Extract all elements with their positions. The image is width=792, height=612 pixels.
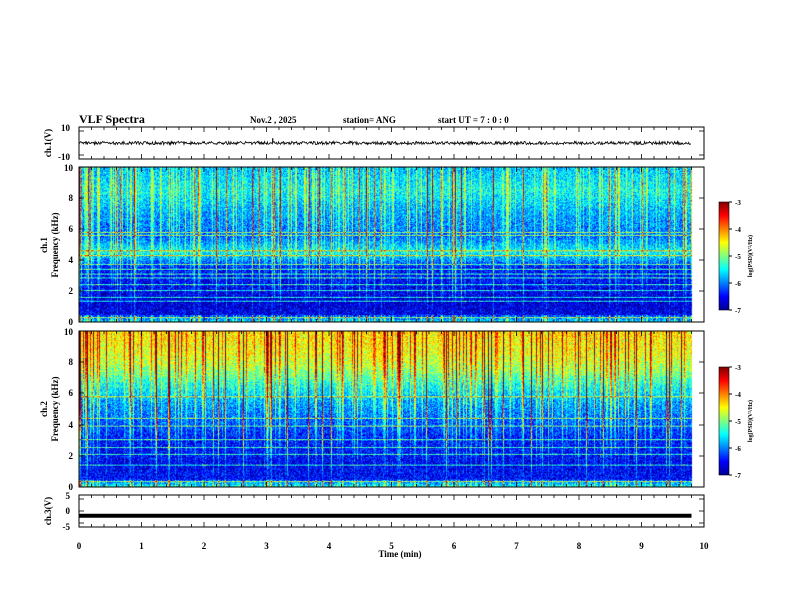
ch2-colorbar-label-m4: -4: [735, 391, 741, 399]
ch1-spectrogram-image: [79, 167, 704, 322]
ch2-colorbar-label-m5: -5: [735, 418, 741, 426]
figure-header: VLF Spectra Nov.2 , 2025 station= ANG st…: [79, 112, 509, 126]
x-axis-label: Time (min): [378, 549, 421, 559]
ch1-colorbar-label-m4: -4: [735, 226, 741, 234]
ch1-spectrogram-ticks: [78, 166, 705, 323]
ch2-colorbar-title: log(PSD)(V²/Hz): [747, 400, 754, 442]
ch1-colorbar-label-m5: -5: [735, 253, 741, 261]
ch1-spec-ytick-4: 4: [69, 255, 74, 265]
ch1-spec-ylabel: Frequency (kHz): [50, 212, 60, 277]
ch2-spec-ylabel: Frequency (kHz): [50, 376, 60, 441]
ch1-ytick-top: 10: [61, 123, 71, 133]
ch1-colorbar-label-m6: -6: [735, 280, 741, 288]
ch2-colorbar-label-m7: -7: [735, 472, 741, 480]
x-axis: 0 1 2 3 4 5 6 7 8 9 10 Time (min): [77, 541, 709, 559]
ch2-spec-ytick-10: 10: [64, 327, 74, 337]
ch2-spectrogram-image: [79, 331, 704, 487]
ch3-ytick-mid: 0: [66, 506, 71, 516]
ch3-ylabel: ch.3(V): [43, 497, 53, 525]
x-tick-label-5: 5: [389, 541, 394, 551]
ch1-colorbar: -3 -4 -5 -6 -7 log(PSD)(V²/Hz): [718, 199, 754, 315]
ch2-spec-ytick-2: 2: [69, 451, 74, 461]
ch1-colorbar-label-m3: -3: [735, 199, 741, 207]
ch3-waveform-ticks: [78, 495, 705, 527]
ch3-ytick-bottom: -5: [63, 522, 71, 532]
x-tick-label-0: 0: [77, 541, 82, 551]
ch1-spec-ytick-8: 8: [69, 193, 74, 203]
ch2-spectrogram-ticks: [78, 330, 705, 488]
ch1-waveform-ticks: [78, 127, 705, 159]
ch1-ytick-bottom: -10: [58, 152, 70, 162]
ch1-waveform-trace: [78, 139, 692, 147]
x-tick-label-4: 4: [327, 541, 332, 551]
start-time-label: start UT = 7 : 0 : 0: [438, 115, 509, 125]
ch1-spectrogram-panel: 0 2 4 6 8 10 ch.1 Frequency (kHz): [39, 163, 705, 327]
ch1-spec-ytick-6: 6: [69, 224, 74, 234]
x-tick-label-2: 2: [202, 541, 207, 551]
x-tick-label-10: 10: [700, 541, 710, 551]
ch2-spec-channel-label: ch.2: [39, 401, 49, 417]
ch2-colorbar-label-m3: -3: [735, 364, 741, 372]
ch2-spec-ytick-8: 8: [69, 357, 74, 367]
x-tick-label-6: 6: [452, 541, 457, 551]
x-tick-label-1: 1: [139, 541, 144, 551]
x-tick-label-7: 7: [514, 541, 519, 551]
ch1-spec-channel-label: ch.1: [39, 237, 49, 253]
x-tick-label-9: 9: [639, 541, 644, 551]
ch2-colorbar: -3 -4 -5 -6 -7 log(PSD)(V²/Hz): [718, 364, 754, 480]
ch2-spec-ytick-6: 6: [69, 388, 74, 398]
ch1-ylabel: ch.1(V): [43, 129, 53, 157]
ch2-colorbar-label-m6: -6: [735, 445, 741, 453]
ch1-spec-ytick-0: 0: [69, 317, 74, 327]
ch3-waveform-panel: 5 0 -5 ch.3(V): [43, 491, 705, 532]
ch1-waveform-panel: 10 -10 ch.1(V): [43, 123, 705, 162]
ch1-spec-ytick-10: 10: [64, 163, 74, 173]
date-label: Nov.2 , 2025: [250, 115, 297, 125]
x-tick-label-3: 3: [264, 541, 269, 551]
ch3-ytick-top: 5: [66, 491, 71, 501]
ch1-colorbar-gradient: [718, 201, 730, 311]
ch1-colorbar-title: log(PSD)(V²/Hz): [747, 235, 754, 277]
ch1-colorbar-label-m7: -7: [735, 307, 741, 315]
ch2-spectrogram-panel: 0 2 4 6 8 10 ch.2 Frequency (kHz): [39, 327, 705, 492]
station-label: station= ANG: [343, 115, 396, 125]
ch1-spec-ytick-2: 2: [69, 286, 74, 296]
x-tick-label-8: 8: [577, 541, 582, 551]
ch2-spec-ytick-0: 0: [69, 482, 74, 492]
ch2-colorbar-gradient: [718, 366, 730, 476]
ch2-spec-ytick-4: 4: [69, 420, 74, 430]
figure-title: VLF Spectra: [79, 112, 145, 126]
